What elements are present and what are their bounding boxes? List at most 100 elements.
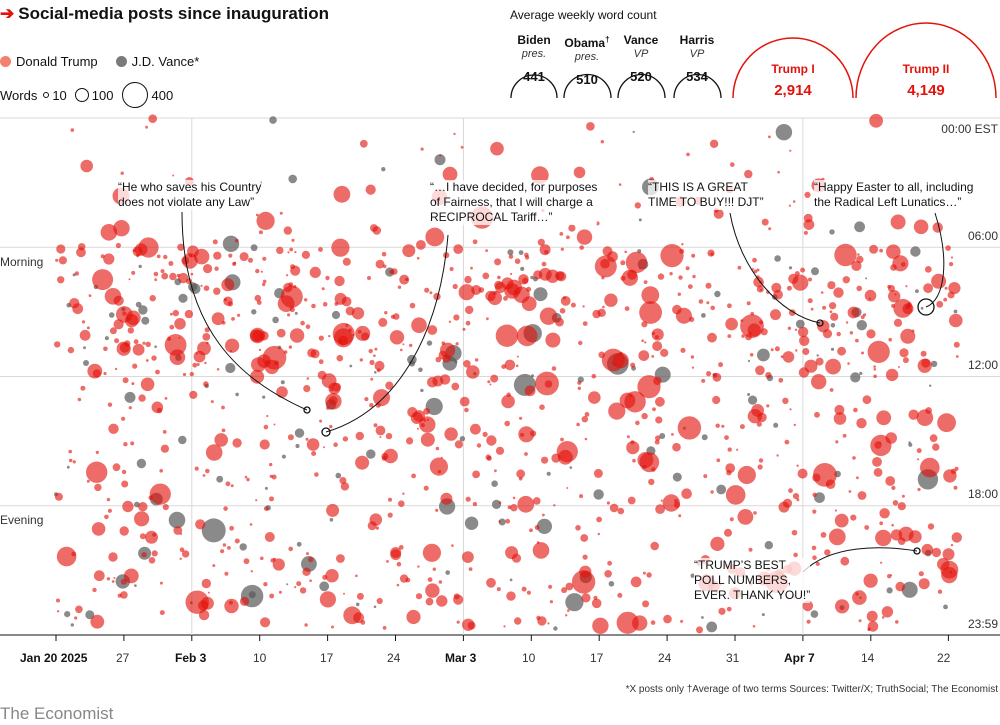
trump-post-point xyxy=(272,558,285,571)
vance-post-point xyxy=(811,267,819,276)
trump-post-point xyxy=(582,305,585,308)
trump-post-point xyxy=(825,358,841,375)
trump-post-point xyxy=(833,287,844,298)
trump-post-point xyxy=(216,368,220,371)
trump-post-point xyxy=(902,357,909,364)
trump-post-point xyxy=(203,264,213,274)
trump-post-point xyxy=(570,302,576,308)
vance-post-point xyxy=(420,388,424,393)
trump-post-point xyxy=(224,598,239,614)
trump-post-point xyxy=(116,306,133,323)
trump-post-point xyxy=(356,592,364,600)
trump-post-point xyxy=(435,508,439,512)
trump-post-point xyxy=(234,538,240,544)
trump-post-point xyxy=(591,373,597,379)
trump-post-point xyxy=(54,492,63,501)
trump-post-point xyxy=(613,352,629,369)
trump-post-point xyxy=(651,355,655,358)
trump-post-point xyxy=(305,324,311,330)
vance-post-point xyxy=(865,277,868,280)
trump-post-point xyxy=(140,377,155,392)
vance-post-point xyxy=(154,345,157,349)
trump-post-point xyxy=(119,526,129,536)
vance-post-point xyxy=(910,246,921,257)
trump-post-point xyxy=(504,359,516,371)
trump-post-point xyxy=(189,371,194,377)
trump-post-point xyxy=(306,552,309,556)
trump-post-point xyxy=(740,319,744,322)
trump-post-point xyxy=(891,485,896,490)
trump-post-point xyxy=(862,313,867,317)
trump-post-point xyxy=(287,251,290,254)
trump-post-point xyxy=(619,392,636,409)
trump-post-point xyxy=(462,327,466,331)
trump-post-point xyxy=(555,317,564,327)
trump-post-point xyxy=(642,600,650,608)
trump-post-point xyxy=(202,333,211,341)
trump-post-point xyxy=(397,285,402,289)
trump-post-point xyxy=(455,342,459,346)
trump-post-point xyxy=(159,610,165,616)
trump-post-point xyxy=(142,341,146,345)
vance-post-point xyxy=(859,371,863,375)
trump-post-point xyxy=(248,257,253,263)
annotation-leader-line xyxy=(729,212,821,324)
chart-title-text: Social-media posts since inauguration xyxy=(18,4,330,23)
trump-post-point xyxy=(249,523,253,526)
vance-post-point xyxy=(426,340,433,346)
trump-post-point xyxy=(300,320,305,326)
trump-post-point xyxy=(68,449,72,454)
trump-post-point xyxy=(90,614,105,629)
trump-post-point xyxy=(811,374,827,390)
trump-post-point xyxy=(715,423,720,428)
trump-post-point xyxy=(425,597,434,606)
trump-post-point xyxy=(749,353,754,357)
trump-post-point xyxy=(223,296,233,306)
trump-post-point xyxy=(463,360,471,368)
trump-post-point xyxy=(593,595,598,600)
trump-post-point xyxy=(299,587,307,594)
trump-post-point xyxy=(899,348,909,358)
trump-post-point xyxy=(748,547,753,552)
vance-post-point xyxy=(701,616,704,619)
trump-post-point xyxy=(950,468,957,475)
vance-post-point xyxy=(716,484,727,495)
trump-post-point xyxy=(386,560,389,563)
trump-post-point xyxy=(151,355,157,361)
trump-post-point xyxy=(304,623,308,627)
trump-post-point xyxy=(153,271,159,277)
trump-post-point xyxy=(151,401,164,414)
trump-post-point xyxy=(744,169,753,179)
trump-post-point xyxy=(406,609,421,625)
trump-post-point xyxy=(840,556,850,566)
trump-post-point xyxy=(369,403,374,408)
trump-post-point xyxy=(387,512,393,518)
trump-post-point xyxy=(310,349,320,359)
trump-post-point xyxy=(77,397,82,402)
size-400-icon xyxy=(121,82,148,108)
trump-post-point xyxy=(489,383,492,386)
trump-post-point xyxy=(565,614,568,617)
trump-post-point xyxy=(608,402,626,420)
trump-post-point xyxy=(804,191,811,198)
trump-post-point xyxy=(584,412,590,417)
trump-post-point xyxy=(524,452,528,456)
trump-post-point xyxy=(913,219,929,235)
trump-post-point xyxy=(112,463,121,472)
trump-post-point xyxy=(797,468,808,479)
trump-post-point xyxy=(416,256,420,260)
trump-post-point xyxy=(510,504,518,512)
trump-post-point xyxy=(437,470,442,474)
vance-post-point xyxy=(294,428,305,438)
trump-post-point xyxy=(604,570,612,578)
trump-post-point xyxy=(691,366,695,369)
trump-post-point xyxy=(262,256,267,261)
trump-post-point xyxy=(385,381,394,390)
trump-post-point xyxy=(669,272,673,276)
trump-post-point xyxy=(951,532,962,543)
trump-post-point xyxy=(148,114,157,123)
trump-post-point xyxy=(620,260,626,266)
vance-post-point xyxy=(201,518,226,543)
trump-post-point xyxy=(333,442,338,448)
trump-post-point xyxy=(834,513,849,528)
